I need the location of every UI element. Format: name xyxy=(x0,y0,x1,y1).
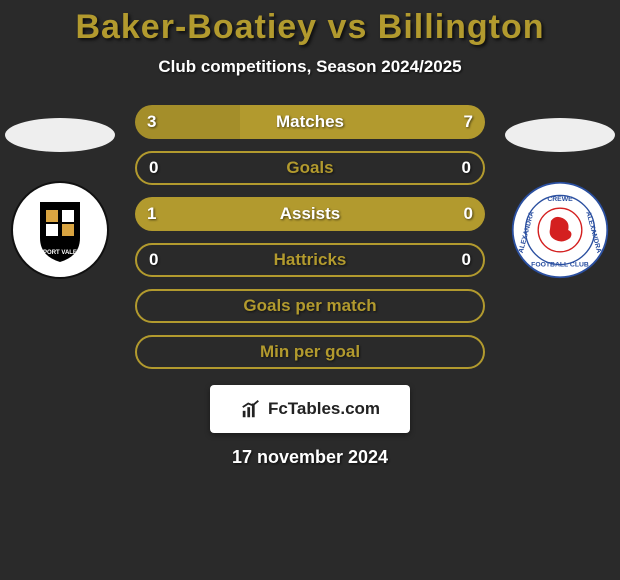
stat-row-goals: 0 Goals 0 xyxy=(135,151,485,185)
club-badge-left[interactable]: PORT VALE xyxy=(10,180,110,280)
date: 17 november 2024 xyxy=(232,447,388,468)
title-text: Baker-Boatiey vs Billington xyxy=(75,8,544,46)
stat-row-assists: 1 Assists 0 xyxy=(135,197,485,231)
stat-label: Goals per match xyxy=(243,296,376,316)
stat-value-right: 7 xyxy=(464,112,473,132)
page-title: Baker-Boatiey vs Billington xyxy=(75,8,544,47)
stat-label: Hattricks xyxy=(274,250,347,270)
stat-value-left: 3 xyxy=(147,112,156,132)
stat-value-right: 0 xyxy=(464,204,473,224)
stat-value-left: 1 xyxy=(147,204,156,224)
player-right-avatar-placeholder xyxy=(505,118,615,152)
stat-value-left: 0 xyxy=(149,158,158,178)
comparison-card: Baker-Boatiey vs Billington Club competi… xyxy=(0,0,620,580)
stat-label: Assists xyxy=(280,204,340,224)
svg-text:FOOTBALL CLUB: FOOTBALL CLUB xyxy=(531,261,589,268)
player-left-avatar-placeholder xyxy=(5,118,115,152)
stat-row-matches: 3 Matches 7 xyxy=(135,105,485,139)
stat-row-min-per-goal: Min per goal xyxy=(135,335,485,369)
player-left-column: PORT VALE xyxy=(0,118,120,280)
stat-label: Goals xyxy=(286,158,333,178)
player-right-column: CREWE FOOTBALL CLUB ALEXANDRA ALEXANDRA xyxy=(500,118,620,280)
svg-text:CREWE: CREWE xyxy=(547,196,573,203)
subtitle: Club competitions, Season 2024/2025 xyxy=(158,57,461,77)
stat-value-right: 0 xyxy=(462,158,471,178)
club-badge-right[interactable]: CREWE FOOTBALL CLUB ALEXANDRA ALEXANDRA xyxy=(510,180,610,280)
chart-icon xyxy=(240,398,262,420)
stat-row-goals-per-match: Goals per match xyxy=(135,289,485,323)
brand-badge[interactable]: FcTables.com xyxy=(210,385,410,433)
stat-row-hattricks: 0 Hattricks 0 xyxy=(135,243,485,277)
stat-label: Matches xyxy=(276,112,344,132)
stat-label: Min per goal xyxy=(260,342,360,362)
svg-text:PORT VALE: PORT VALE xyxy=(43,250,77,256)
brand-text: FcTables.com xyxy=(268,399,380,419)
stat-value-right: 0 xyxy=(462,250,471,270)
stat-value-left: 0 xyxy=(149,250,158,270)
